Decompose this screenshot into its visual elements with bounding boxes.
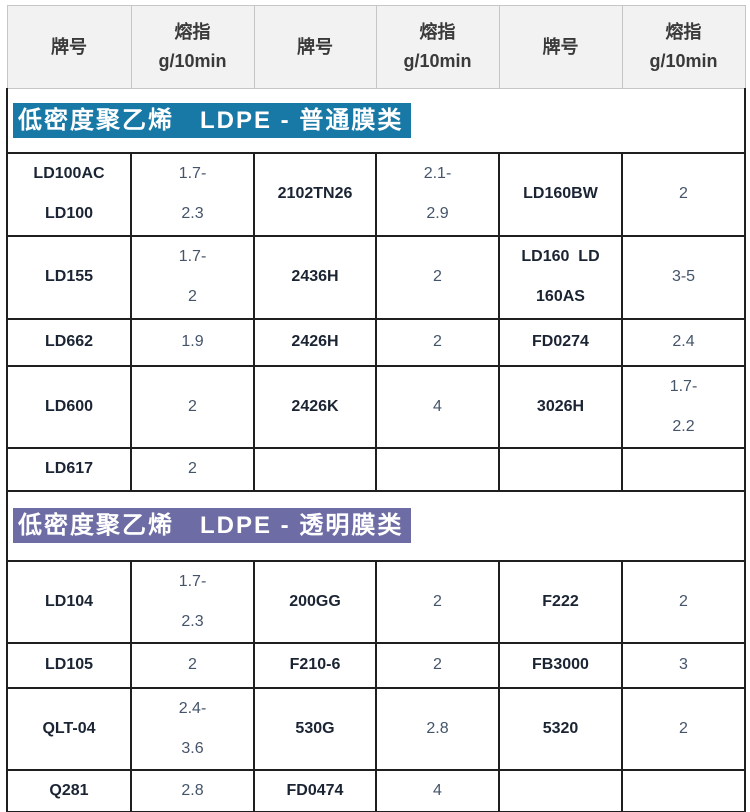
table-row: LD600 2 2426K 4 3026H 1.7- 2.2: [6, 364, 746, 449]
melt-index-cell: 2.8: [130, 768, 255, 812]
column-header-melt-index-2: 熔指 g/10min: [375, 5, 500, 89]
table-row: Q281 2.8 FD0474 4: [6, 768, 746, 812]
grade-cell: LD160 LD 160AS: [498, 234, 623, 320]
melt-index-cell: 1.9: [130, 317, 255, 367]
melt-index-cell: 2.4- 3.6: [130, 686, 255, 771]
column-header-melt-index-3: 熔指 g/10min: [621, 5, 746, 89]
melt-index-cell: 2: [621, 686, 746, 771]
melt-index-cell: 2.8: [375, 686, 500, 771]
column-header-melt-index-1: 熔指 g/10min: [130, 5, 255, 89]
melt-index-cell: 2: [375, 317, 500, 367]
grade-cell: 2426H: [253, 317, 377, 367]
melt-index-cell: 2: [375, 234, 500, 320]
grade-cell: LD617: [6, 446, 132, 492]
melt-index-cell: 1.7- 2.2: [621, 364, 746, 449]
melt-index-cell: 3: [621, 641, 746, 689]
table-row: LD104 1.7- 2.3 200GG 2 F222 2: [6, 559, 746, 644]
grade-cell: 2426K: [253, 364, 377, 449]
grade-cell: 3026H: [498, 364, 623, 449]
melt-index-cell: 2: [621, 151, 746, 237]
section-title-ordinary-film: 低密度聚乙烯 LDPE - 普通膜类: [13, 102, 412, 138]
header-row: 牌号 熔指 g/10min 牌号 熔指 g/10min 牌号 熔指 g/10mi…: [6, 5, 746, 89]
melt-index-cell: 2.1- 2.9: [375, 151, 500, 237]
section-row-transparent-film: 低密度聚乙烯 LDPE - 透明膜类: [6, 490, 746, 561]
grade-melt-index-table: 牌号 熔指 g/10min 牌号 熔指 g/10min 牌号 熔指 g/10mi…: [6, 5, 746, 812]
melt-index-cell: 2: [375, 641, 500, 689]
melt-index-cell: 2: [130, 641, 255, 689]
grade-cell: LD662: [6, 317, 132, 367]
section-title-transparent-film: 低密度聚乙烯 LDPE - 透明膜类: [13, 508, 412, 543]
grade-cell: LD600: [6, 364, 132, 449]
melt-index-cell: [375, 446, 500, 492]
grade-cell: Q281: [6, 768, 132, 812]
grade-cell: 200GG: [253, 559, 377, 644]
grade-cell: FD0474: [253, 768, 377, 812]
melt-index-cell: 2: [375, 559, 500, 644]
grade-cell: [253, 446, 377, 492]
melt-index-cell: 2.4: [621, 317, 746, 367]
grade-cell: F210-6: [253, 641, 377, 689]
grade-cell: LD105: [6, 641, 132, 689]
grade-cell: LD100AC LD100: [6, 151, 132, 237]
melt-index-cell: [621, 446, 746, 492]
table-row: LD155 1.7- 2 2436H 2 LD160 LD 160AS 3-5: [6, 234, 746, 320]
melt-index-cell: 2: [130, 446, 255, 492]
grade-cell: 530G: [253, 686, 377, 771]
column-header-grade-3: 牌号: [498, 5, 623, 89]
table-row: QLT-04 2.4- 3.6 530G 2.8 5320 2: [6, 686, 746, 771]
melt-index-cell: 1.7- 2.3: [130, 559, 255, 644]
grade-cell: FD0274: [498, 317, 623, 367]
table-row: LD105 2 F210-6 2 FB3000 3: [6, 641, 746, 689]
grade-cell: [498, 446, 623, 492]
melt-index-cell: 3-5: [621, 234, 746, 320]
grade-cell: F222: [498, 559, 623, 644]
melt-index-cell: 4: [375, 768, 500, 812]
section-row-ordinary-film: 低密度聚乙烯 LDPE - 普通膜类: [6, 88, 746, 153]
grade-cell: 2436H: [253, 234, 377, 320]
table-row: LD617 2: [6, 446, 746, 492]
melt-index-cell: 4: [375, 364, 500, 449]
table-row: LD100AC LD100 1.7- 2.3 2102TN26 2.1- 2.9…: [6, 151, 746, 237]
grade-cell: LD160BW: [498, 151, 623, 237]
melt-index-cell: 2: [621, 559, 746, 644]
grade-cell: LD104: [6, 559, 132, 644]
grade-cell: QLT-04: [6, 686, 132, 771]
melt-index-cell: 1.7- 2.3: [130, 151, 255, 237]
melt-index-cell: 2: [130, 364, 255, 449]
grade-cell: [498, 768, 623, 812]
column-header-grade-2: 牌号: [253, 5, 377, 89]
grade-cell: LD155: [6, 234, 132, 320]
column-header-grade-1: 牌号: [6, 5, 132, 89]
table-row: LD662 1.9 2426H 2 FD0274 2.4: [6, 317, 746, 367]
grade-cell: 2102TN26: [253, 151, 377, 237]
melt-index-cell: 1.7- 2: [130, 234, 255, 320]
grade-cell: 5320: [498, 686, 623, 771]
grade-cell: FB3000: [498, 641, 623, 689]
melt-index-cell: [621, 768, 746, 812]
